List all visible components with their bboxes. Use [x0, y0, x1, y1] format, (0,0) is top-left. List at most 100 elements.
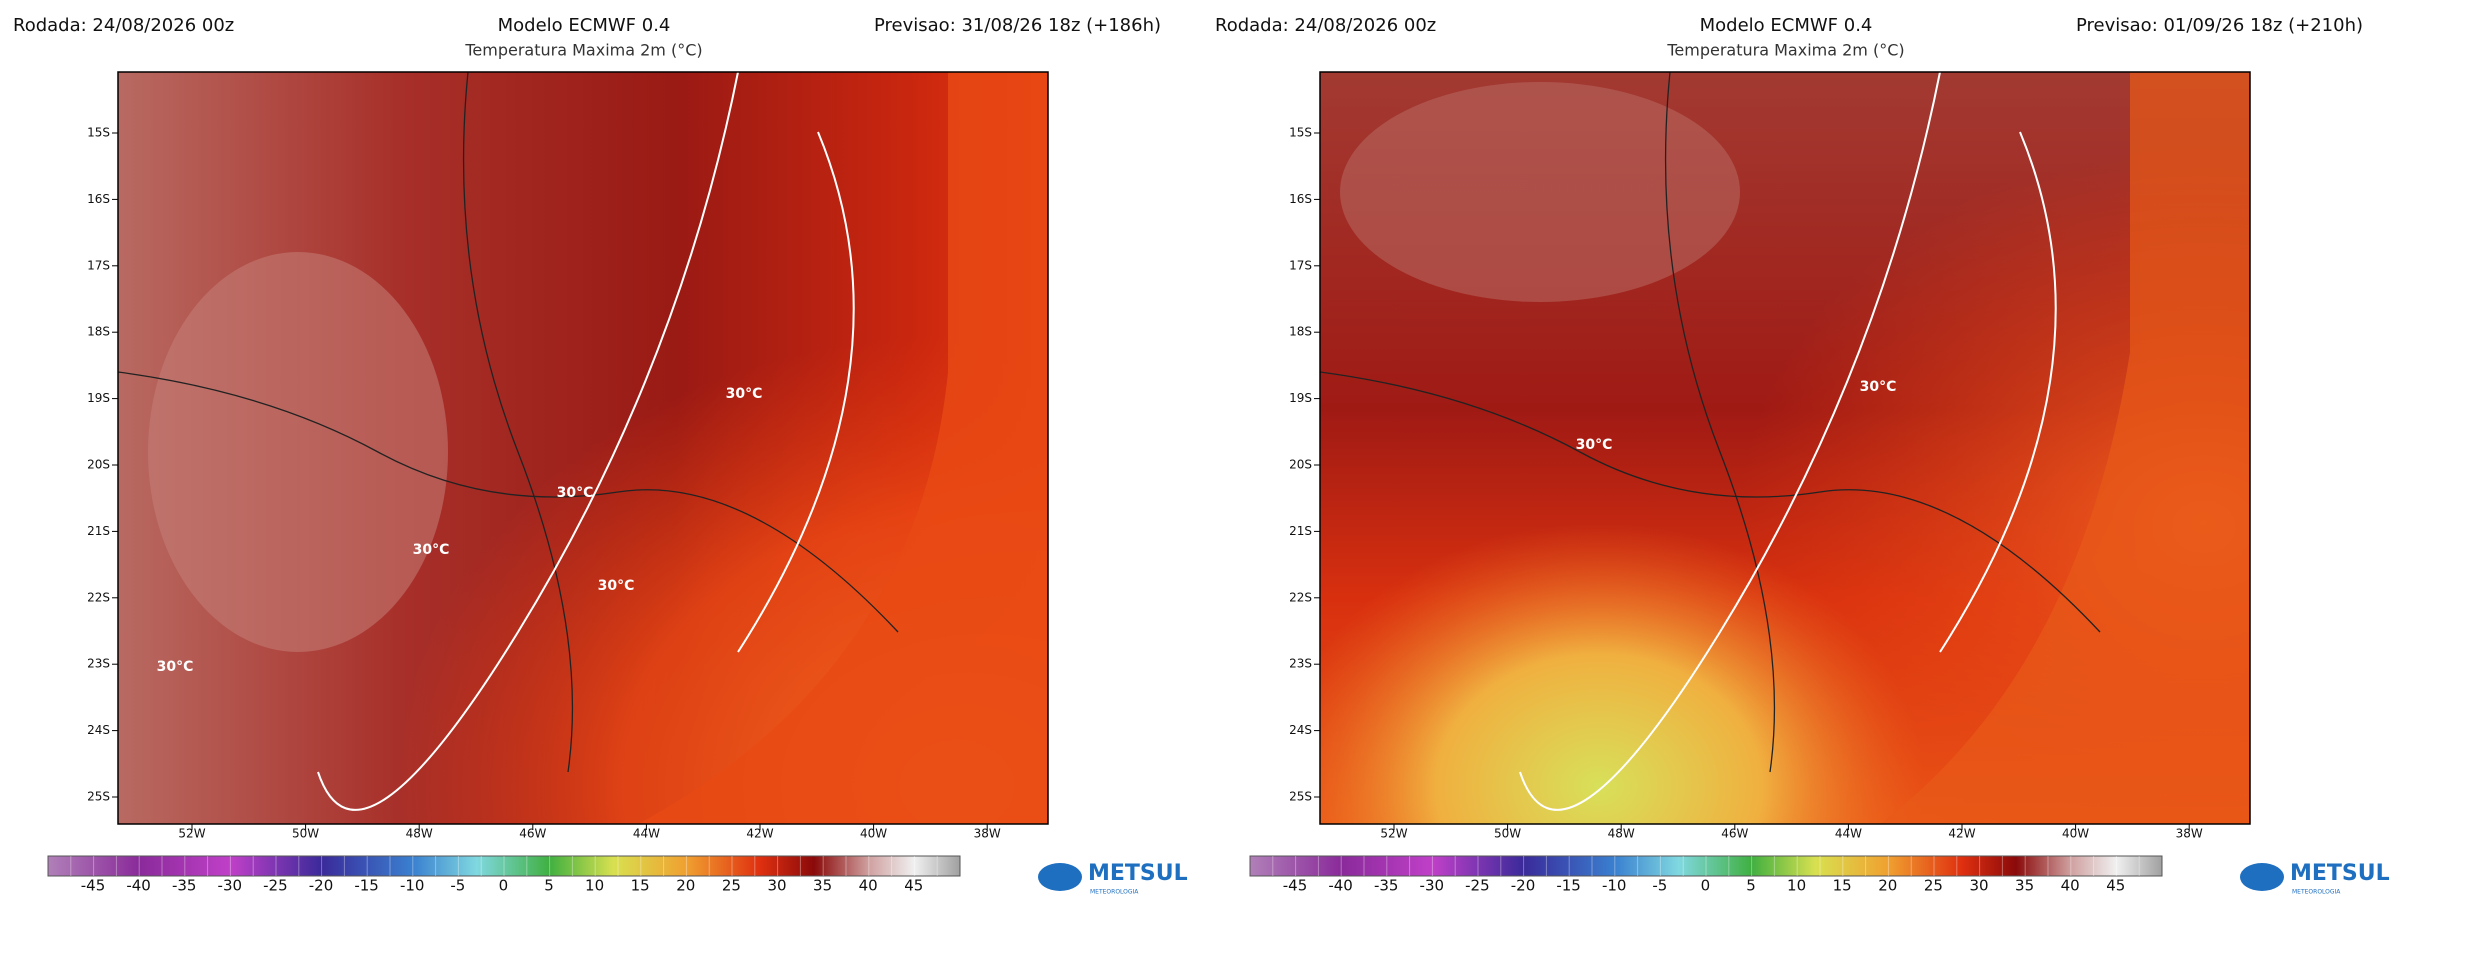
lon-label: 38W [2176, 827, 2203, 841]
colorbar-label: -45 [1283, 877, 1308, 895]
lat-label: 25S [87, 790, 110, 804]
logo-subtext: METEOROLOGIA [1090, 889, 1139, 896]
colorbar-label: 45 [904, 877, 923, 895]
logo-text: METSUL [2290, 861, 2390, 886]
model-label: Modelo ECMWF 0.4 [1700, 15, 1873, 36]
lon-label: 46W [519, 827, 546, 841]
coast-orange [638, 72, 1048, 824]
lat-label: 22S [87, 590, 110, 604]
lon-label: 44W [633, 827, 660, 841]
colorbar-label: -35 [172, 877, 197, 895]
colorbar-label: -30 [1420, 877, 1445, 895]
lat-label: 20S [1289, 458, 1312, 472]
lon-label: 48W [1608, 827, 1635, 841]
colorbar-label: 20 [676, 877, 695, 895]
forecast-label: Previsao: 01/09/26 18z (+210h) [2076, 15, 2363, 36]
lat-label: 20S [87, 458, 110, 472]
lat-label: 25S [1289, 790, 1312, 804]
colorbar-label: 45 [2106, 877, 2125, 895]
contour-label: 30°C [157, 659, 194, 675]
logo-globe [1038, 863, 1082, 891]
colorbar-label: 15 [631, 877, 650, 895]
map-panel: Rodada: 24/08/2026 00z Modelo ECMWF 0.4 Te… [13, 15, 1188, 896]
lat-label: 17S [87, 258, 110, 272]
lat-label: 21S [87, 524, 110, 538]
colorbar-label: 35 [2015, 877, 2034, 895]
lon-label: 42W [746, 827, 773, 841]
colorbar-label: 25 [1924, 877, 1943, 895]
colorbar-label: -40 [1328, 877, 1353, 895]
colorbar-label: -15 [1556, 877, 1581, 895]
lat-label: 16S [1289, 192, 1312, 206]
lon-label: 44W [1835, 827, 1862, 841]
colorbar-label: -45 [81, 877, 106, 895]
colorbar-label: -10 [400, 877, 425, 895]
colorbar-label: 0 [1701, 877, 1711, 895]
colorbar-label: 20 [1878, 877, 1897, 895]
lat-label: 23S [1289, 657, 1312, 671]
colorbar-label: -10 [1602, 877, 1627, 895]
model-label: Modelo ECMWF 0.4 [498, 15, 671, 36]
lat-label: 15S [87, 126, 110, 140]
colorbar-label: -40 [126, 877, 151, 895]
cool-area [1340, 82, 1740, 302]
colorbar-label: -25 [1465, 877, 1490, 895]
lat-label: 24S [1289, 723, 1312, 737]
logo-subtext: METEOROLOGIA [2292, 889, 2341, 896]
colorbar [47, 855, 961, 877]
colorbar-label: 5 [544, 877, 554, 895]
lat-label: 18S [87, 325, 110, 339]
lat-label: 16S [87, 192, 110, 206]
lon-label: 52W [1380, 827, 1407, 841]
coast-orange [1880, 72, 2250, 824]
colorbar-label: -15 [354, 877, 379, 895]
colorbar-label: 10 [585, 877, 604, 895]
run-label: Rodada: 24/08/2026 00z [1215, 15, 1436, 36]
lon-label: 46W [1721, 827, 1748, 841]
map-panel: Rodada: 24/08/2026 00z Modelo ECMWF 0.4 Te… [1215, 15, 2390, 896]
colorbar-label: 15 [1833, 877, 1852, 895]
contour-label: 30°C [413, 542, 450, 558]
lon-label: 40W [2062, 827, 2089, 841]
run-label: Rodada: 24/08/2026 00z [13, 15, 234, 36]
lat-label: 23S [87, 657, 110, 671]
border-line [1319, 371, 2101, 633]
colorbar-label: 0 [499, 877, 509, 895]
lat-label: 17S [1289, 258, 1312, 272]
contour-label: 30°C [1860, 379, 1897, 395]
colorbar-label: 30 [767, 877, 786, 895]
lat-label: 19S [1289, 391, 1312, 405]
contour-line [1519, 71, 2057, 811]
border-line [117, 371, 899, 633]
map-title: Temperatura Maxima 2m (°C) [1666, 41, 1904, 60]
lon-label: 50W [292, 827, 319, 841]
colorbar-label: 40 [859, 877, 878, 895]
cool-area [148, 252, 448, 652]
contour-label: 30°C [726, 386, 763, 402]
lon-label: 48W [406, 827, 433, 841]
map-frame [1319, 71, 2251, 825]
contour-line [317, 71, 855, 811]
colorbar-label: -20 [309, 877, 334, 895]
forecast-label: Previsao: 31/08/26 18z (+186h) [874, 15, 1161, 36]
lon-label: 50W [1494, 827, 1521, 841]
colorbar-label: -20 [1511, 877, 1536, 895]
lon-label: 38W [974, 827, 1001, 841]
lat-label: 22S [1289, 590, 1312, 604]
colorbar-label: -25 [263, 877, 288, 895]
map-frame [117, 71, 1049, 825]
lon-label: 52W [178, 827, 205, 841]
colorbar-label: 35 [813, 877, 832, 895]
contour-label: 30°C [1576, 437, 1613, 453]
lat-label: 21S [1289, 524, 1312, 538]
colorbar-label: 25 [722, 877, 741, 895]
logo-text: METSUL [1088, 861, 1188, 886]
colorbar-label: -5 [450, 877, 465, 895]
contour-label: 30°C [598, 578, 635, 594]
colorbar-label: 5 [1746, 877, 1756, 895]
border-line [462, 71, 574, 773]
contour-label: 30°C [557, 485, 594, 501]
colorbar-label: -30 [218, 877, 243, 895]
colorbar-label: 10 [1787, 877, 1806, 895]
